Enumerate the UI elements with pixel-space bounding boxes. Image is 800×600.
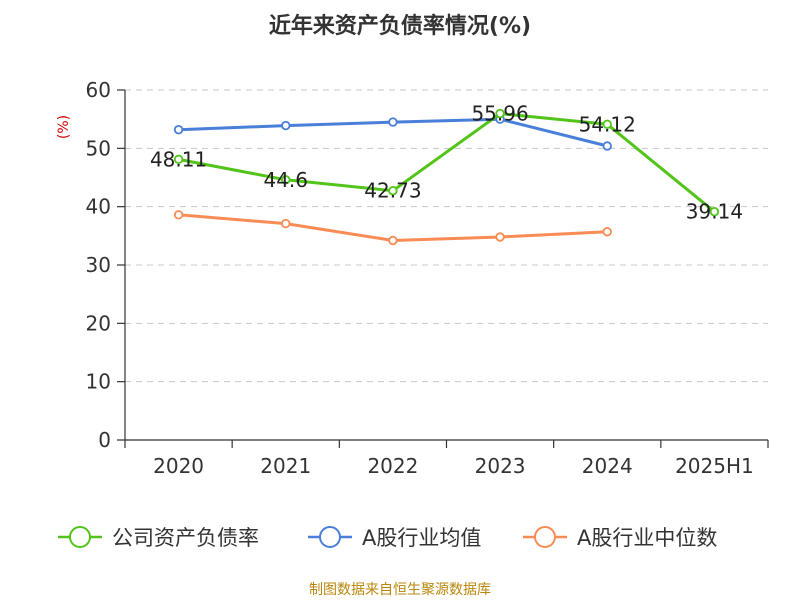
legend[interactable]: 公司资产负债率 A股行业均值 A股行业中位数 [58, 526, 717, 550]
y-tick-label: 50 [86, 136, 111, 160]
data-labels: 48.11 44.6 42.73 55.96 54.12 39.14 [150, 102, 743, 224]
data-label: 42.73 [364, 179, 421, 203]
x-tick-label: 2023 [475, 454, 526, 478]
data-point[interactable] [173, 154, 184, 165]
data-point[interactable] [602, 119, 612, 129]
legend-item[interactable]: 公司资产负债率 [58, 526, 259, 550]
legend-item[interactable]: A股行业中位数 [523, 526, 717, 550]
data-point[interactable] [281, 175, 291, 185]
x-tick-label: 2021 [260, 454, 311, 478]
legend-label: 公司资产负债率 [112, 526, 259, 550]
source-note: 制图数据来自恒生聚源数据库 [309, 582, 491, 598]
data-point[interactable] [388, 186, 398, 196]
data-point[interactable] [709, 206, 720, 217]
data-point[interactable] [281, 120, 291, 131]
legend-item[interactable]: A股行业均值 [308, 526, 481, 550]
series-line [178, 112, 716, 213]
data-label: 48.11 [150, 147, 207, 171]
data-point[interactable] [495, 232, 505, 242]
data-label: 39.14 [686, 200, 743, 224]
data-point[interactable] [388, 117, 398, 127]
series-1 [173, 114, 612, 151]
y-tick-label: 10 [86, 370, 111, 394]
data-point[interactable] [173, 210, 184, 220]
y-tick-label: 60 [86, 78, 111, 102]
data-point[interactable] [281, 218, 291, 229]
y-axis-unit-label: (%) [56, 115, 72, 139]
x-tick-label: 2024 [582, 454, 633, 478]
x-tick-label: 2025H1 [675, 454, 754, 478]
x-tick-label: 2020 [153, 454, 204, 478]
data-label: 55.96 [471, 102, 528, 126]
x-tick-label: 2022 [367, 454, 418, 478]
series-2 [173, 210, 612, 246]
chart-title: 近年来资产负债率情况(%) [269, 13, 531, 39]
y-tick-label: 30 [86, 253, 111, 277]
data-label: 54.12 [579, 112, 636, 136]
data-point[interactable] [495, 108, 505, 119]
legend-label: A股行业中位数 [577, 526, 717, 550]
grid [125, 89, 768, 383]
axes: 0 10 20 30 40 50 60 2020 2021 2022 2023 2024 2025H1 [86, 78, 769, 478]
legend-circle-marker [534, 526, 556, 548]
legend-circle-marker [69, 526, 91, 548]
legend-circle-marker [319, 526, 341, 548]
series-0 [173, 108, 720, 217]
y-tick-label: 20 [86, 311, 111, 335]
data-label: 44.6 [263, 168, 308, 192]
legend-label: A股行业均值 [362, 526, 481, 550]
y-tick-label: 40 [86, 195, 111, 219]
data-point[interactable] [388, 235, 398, 246]
series-layer [173, 108, 720, 246]
data-point[interactable] [173, 124, 184, 135]
data-point[interactable] [602, 227, 612, 237]
data-point[interactable] [602, 141, 612, 151]
y-tick-label: 0 [98, 428, 111, 452]
